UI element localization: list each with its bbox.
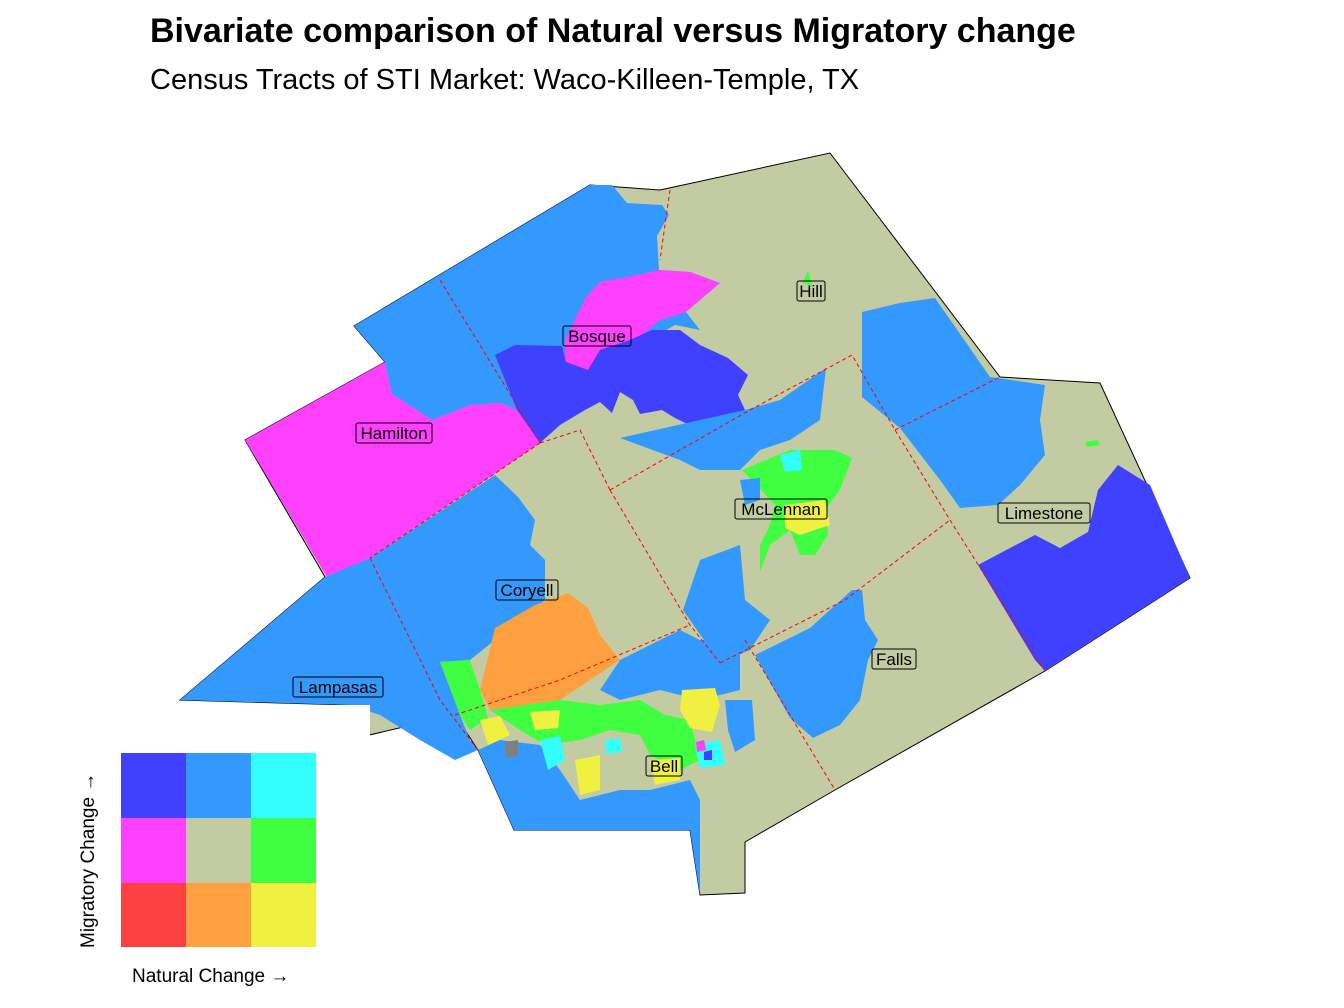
legend-cell-2-0 [121,883,186,947]
svg-text:Coryell: Coryell [501,581,554,600]
svg-text:McLennan: McLennan [741,500,820,519]
county-borders [369,189,1046,791]
label-hill: Hill [796,280,826,302]
map-title: Bivariate comparison of Natural versus M… [150,12,1076,50]
legend-cell-1-2 [251,818,316,883]
county-bell[interactable] [478,740,700,895]
county-mclennan[interactable] [620,368,826,470]
tract-limestone-green [1085,440,1100,447]
svg-text:Bell: Bell [650,757,678,776]
tract-bell-magenta [696,740,706,752]
label-falls: Falls [871,648,917,670]
tract-bell-cyan-1 [540,736,565,770]
tract-bell-yellow-2 [575,755,600,795]
county-bosque[interactable] [354,185,720,443]
label-coryell: Coryell [495,579,559,601]
tract-bell-gray [505,740,518,758]
tract-waco-blue [740,478,760,505]
label-hamilton: Hamilton [355,422,433,444]
map-subtitle: Census Tracts of STI Market: Waco-Killee… [150,64,860,96]
label-lampasas: Lampasas [292,676,384,698]
tract-bosque-darkblue [495,330,748,443]
legend-cell-0-2 [251,753,316,818]
legend-cell-2-1 [186,883,251,947]
tract-bell-cyan-3 [605,738,622,754]
label-bell: Bell [645,755,683,777]
legend-x-label: Natural Change → [132,966,290,987]
county-falls[interactable] [755,590,878,738]
legend-cell-1-1 [186,818,251,883]
svg-text:Hill: Hill [799,282,823,301]
svg-text:Hamilton: Hamilton [360,424,427,443]
tract-waco-yellow [785,500,830,535]
svg-text:Bosque: Bosque [568,327,626,346]
county-coryell[interactable] [370,475,545,662]
tract-limestone-darkblue [978,465,1190,671]
tract-bell-blue-east [725,700,755,752]
county-hamilton[interactable] [245,362,540,577]
tract-bell-yellow-3 [650,758,680,785]
legend-cell-1-0 [121,818,186,883]
label-limestone: Limestone [997,502,1091,524]
tract-waco-cyan [780,450,802,472]
tract-mclennan-blue-south [683,545,770,663]
legend-y-label: Migratory Change → [78,772,99,948]
tract-coryell-orange [480,593,620,710]
tract-bell-yellow-4 [480,716,510,745]
legend-cell-2-2 [251,883,316,947]
county-limestone[interactable] [900,377,1045,508]
svg-text:Lampasas: Lampasas [299,678,377,697]
label-mclennan: McLennan [734,498,828,520]
svg-text:Falls: Falls [876,650,912,669]
label-bosque: Bosque [562,325,632,347]
tract-bell-blue-north [600,630,740,700]
county-lampasas[interactable] [180,558,478,760]
tract-hill-blue [862,298,990,428]
tract-hill-green [803,270,812,286]
svg-text:Limestone: Limestone [1005,504,1083,523]
legend-grid [121,753,316,947]
legend-cell-0-1 [186,753,251,818]
legend-cell-0-0 [121,753,186,818]
tract-coryell-green [440,660,488,730]
tract-bell-yellow-1 [680,688,720,732]
tract-bell-yellow-5 [530,710,560,730]
tract-bell-darkblue [704,750,712,760]
